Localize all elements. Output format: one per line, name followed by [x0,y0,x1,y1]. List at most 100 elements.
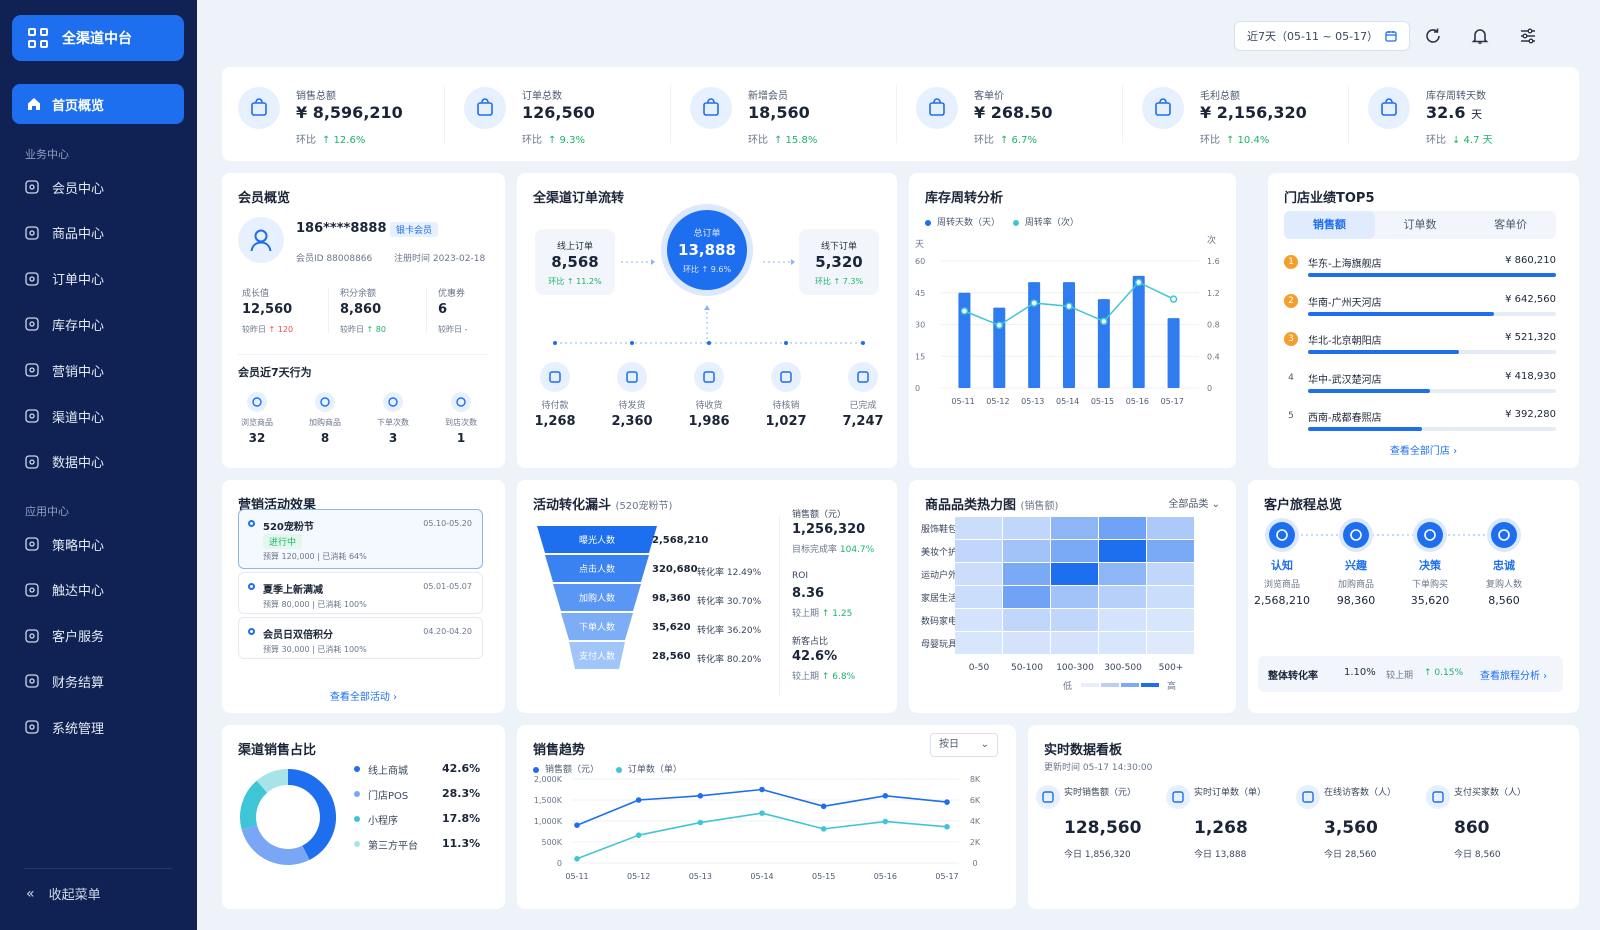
brand-button[interactable]: 全渠道中台 [12,15,184,61]
activity-detail: 预算 120,000 | 已消耗 64% [263,552,367,561]
store-row[interactable]: 1 华东-上海旗舰店 ¥ 860,210 [1284,255,1556,285]
offline-orders-node[interactable]: 线下订单 5,320 环比 ↑ 7.3% [799,229,879,295]
sidebar-item-product[interactable]: 商品中心 [24,221,104,245]
funnel-side-label: 销售额（元） [792,510,847,520]
member-overview-card: 会员概览 186****8888 银卡会员 会员ID 88008866 注册时间… [222,173,505,468]
card-title: 实时数据看板 [1044,743,1123,758]
sidebar-item-member[interactable]: 会员中心 [24,175,104,199]
rank-badge: 5 [1288,411,1294,421]
refresh-icon[interactable] [1424,27,1442,45]
total-orders-node[interactable]: 总订单 13,888 环比 ↑ 9.6% [667,210,747,290]
sidebar-item-reach[interactable]: 触达中心 [24,578,104,602]
tab-0[interactable]: 销售额 [1284,211,1375,239]
line-point [995,321,1004,330]
kpi-value: ¥ 8,596,210 [296,103,403,122]
store-row[interactable]: 4 华中-武汉楚河店 ¥ 418,930 [1284,371,1556,401]
store-row[interactable]: 3 华北-北京朝阳店 ¥ 521,320 [1284,332,1556,362]
tab-1[interactable]: 订单数 [1403,218,1437,231]
inventory-card: 库存周转分析 周转天数（天） 周转率（次） 天 次 60 1.6 45 1.2 30 0.8 1… [909,173,1236,468]
bell-icon[interactable] [1471,27,1489,45]
store-row[interactable]: 5 西南-成都春熙店 ¥ 392,280 [1284,409,1556,439]
view-all-activities-link[interactable]: 查看全部活动 › [329,692,398,703]
col-label: 0-50 [969,663,990,673]
inventory-chart: 天 次 60 1.6 45 1.2 30 0.8 15 0.4 0 0 05-11 05-12 05-13 0… [915,234,1220,406]
funnel-stage-label: 支付人数 [579,650,615,662]
kpi-item[interactable]: 新增会员 18,560 环比 ↑ 15.8% [674,67,902,161]
category-filter-dropdown[interactable]: 全部品类 ⌄ [1168,495,1220,510]
heat-cell [1147,609,1194,631]
line-point [635,797,642,803]
kpi-change-value: ↑ 12.6% [322,135,366,146]
kpi-change-label: 环比 [522,135,542,146]
collapse-menu-button[interactable]: « 收起菜单 [26,884,101,904]
channel-name: 线上商城 [368,766,408,777]
flow-connectors [553,259,865,345]
line-point [944,823,950,830]
donut-slice [241,824,310,865]
behavior-label: 加购商品 [309,418,341,427]
kpi-item[interactable]: 库存周转天数 32.6 天环比 ↓ 4.7 天 [1352,67,1580,161]
kpi-change: 环比 ↑ 15.8% [748,131,817,146]
line-point [944,799,950,805]
avatar [238,217,284,263]
view-all-stores-link[interactable]: 查看全部门店 › [1389,446,1458,457]
marketing-icon [25,363,39,377]
y-axis-unit: 天 [915,240,924,250]
sidebar-item-data[interactable]: 数据中心 [24,450,104,474]
store-row[interactable]: 2 华南-广州天河店 ¥ 642,560 [1284,293,1556,324]
granularity-select[interactable]: 按日 ⌄ [930,733,998,757]
funnel-stage [561,613,633,640]
view-journey-link[interactable]: 查看旅程分析 › [1480,671,1548,682]
settings-sliders-icon[interactable] [1519,27,1537,45]
stat-compare: 较昨日 ↑ 120 [242,324,293,335]
sidebar-item-finance[interactable]: 财务结算 [24,669,104,693]
behavior-label: 下单次数 [377,418,409,427]
x-tick-label: 05-13 [689,872,712,881]
date-range-picker[interactable]: 近7天（05-11 ~ 05-17） [1234,21,1410,51]
sidebar-item-system-settings[interactable]: 系统管理 [24,715,104,739]
sidebar-item-strategy[interactable]: 策略中心 [24,532,104,556]
sidebar-item-order[interactable]: 订单中心 [24,267,104,291]
top-bar: 近7天（05-11 ~ 05-17） [197,0,1600,64]
funnel-card: 活动转化漏斗 (520宠粉节) 曝光人数 点击人数 加购人数 下单人数 支付人数 2,5… [517,480,897,713]
row-label: 母婴玩具 [921,639,957,650]
heat-cell [1003,586,1050,608]
online-orders-node[interactable]: 线上订单 8,568 环比 ↑ 11.2% [535,229,615,295]
kpi-item[interactable]: 销售总额 ¥ 8,596,210 环比 ↑ 12.6% [222,67,450,161]
heat-cell [1003,609,1050,631]
kpi-value-number: 32.6 [1426,103,1466,122]
kpi-item[interactable]: 客单价 ¥ 268.50 环比 ↑ 6.7% [900,67,1128,161]
card-title: 会员概览 [238,191,291,206]
sidebar-item-customer-service[interactable]: 客户服务 [24,624,104,648]
sidebar-item-marketing[interactable]: 营销中心 [24,358,104,382]
activity-item[interactable]: 会员日双倍积分 04.20-04.20 预算 30,000 | 已消耗 100% [238,617,483,659]
store-value: ¥ 392,280 [1505,409,1556,420]
channel-icon [25,409,39,423]
kpi-item[interactable]: 订单总数 126,560 环比 ↑ 9.3% [448,67,676,161]
funnel-side-delta: ↑ 1.25 [821,609,853,619]
col-label: 100-300 [1056,663,1094,673]
calendar-icon [1385,31,1397,42]
sidebar-item-channel[interactable]: 渠道中心 [24,404,104,428]
sidebar-item-label: 营销中心 [52,364,105,380]
funnel-side-note-label: 较上期 [792,672,820,682]
tab-2[interactable]: 客单价 [1494,218,1528,231]
activity-name: 520宠粉节 [263,522,314,533]
kpi-label: 新增会员 [748,91,788,102]
line-point [1100,317,1108,326]
sidebar-item-inventory[interactable]: 库存中心 [24,312,104,336]
order-list-icon [464,87,506,129]
behavior-value: 1 [456,431,466,445]
bar [1063,282,1075,388]
kpi-item[interactable]: 毛利总额 ¥ 2,156,320 环比 ↑ 10.4% [1126,67,1354,161]
heat-cell [1051,632,1098,654]
kpi-unit: 天 [1471,108,1483,121]
funnel-side-value: 42.6% [792,649,838,664]
sidebar-item-home[interactable]: 首页概览 [12,84,184,124]
activity-item[interactable]: 520宠粉节 05.10-05.20 进行中 预算 120,000 | 已消耗 64% [238,509,483,569]
funnel-side-note: 目标完成率 104.7% [792,542,874,555]
kpi-change-label: 环比 [1200,135,1220,146]
activity-item[interactable]: 夏季上新满减 05.01-05.07 预算 80,000 | 已消耗 100% [238,572,483,614]
sidebar-item-label: 数据中心 [52,456,105,472]
heat-cell [1147,540,1194,562]
